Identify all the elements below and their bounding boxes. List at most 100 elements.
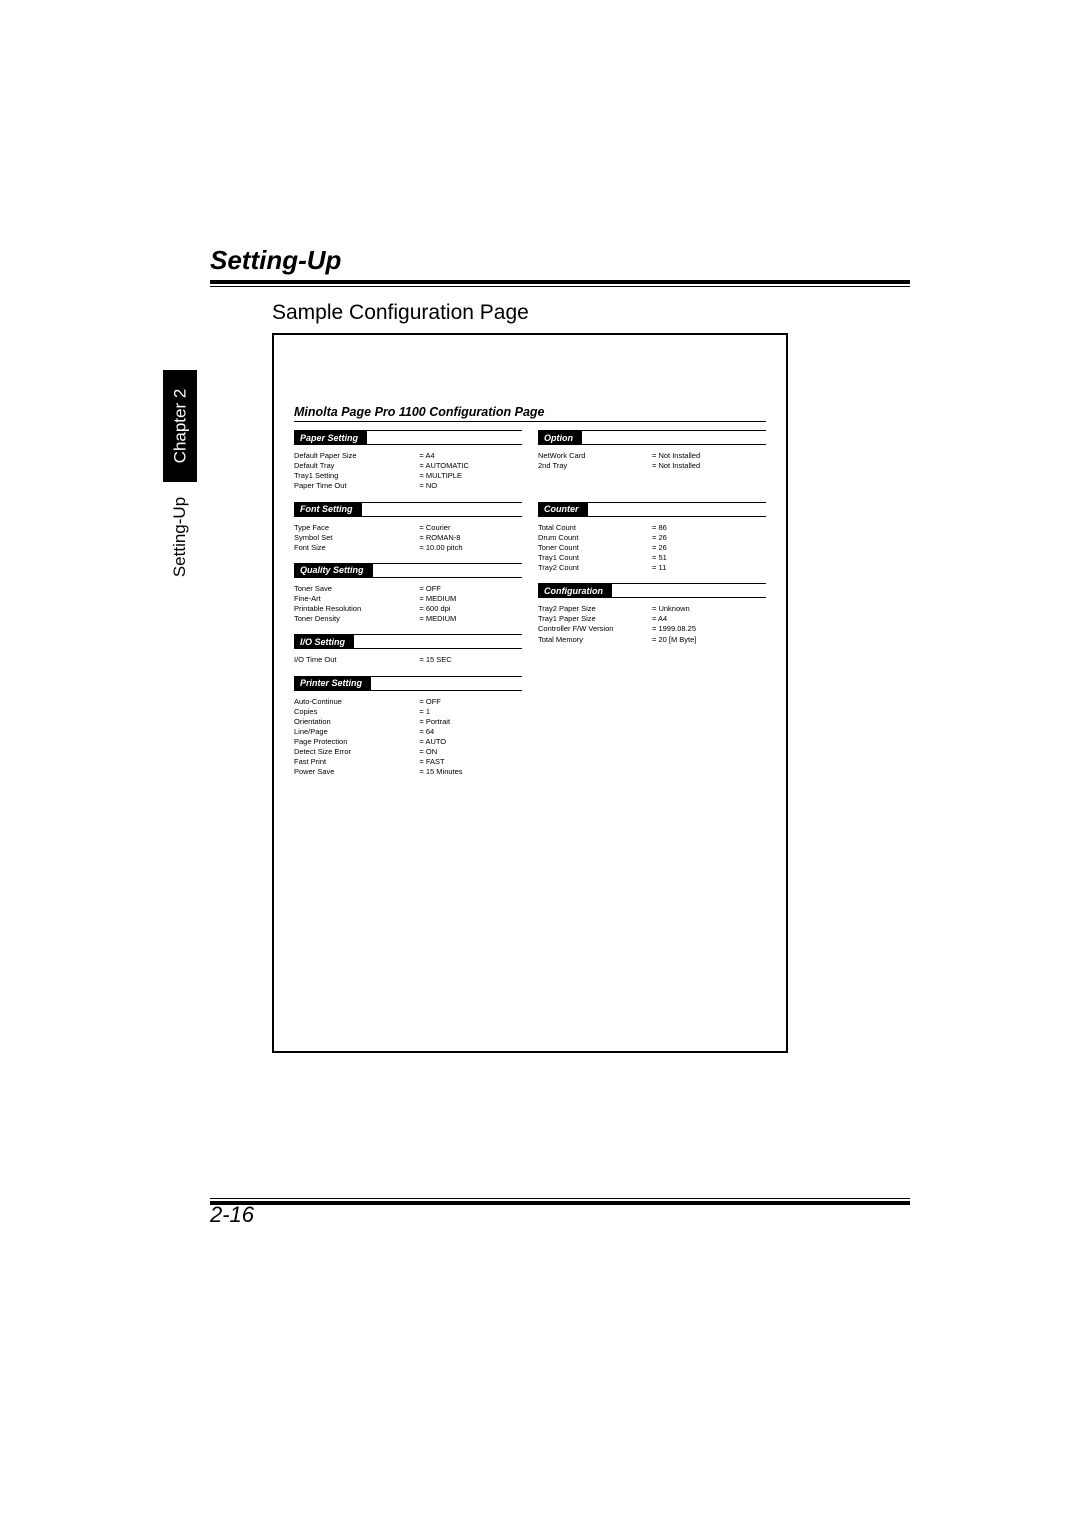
kv-key: Copies [294, 707, 419, 717]
kv-key: Default Paper Size [294, 451, 419, 461]
table-row: Tray1 Setting= MULTIPLE [294, 471, 522, 481]
content-frame: Setting-Up Sample Configuration Page Min… [210, 245, 910, 1053]
table-row: 2nd Tray= Not Installed [538, 461, 766, 471]
table-row [538, 481, 766, 491]
kv-value: = 11 [652, 563, 766, 573]
config-block-header-arrow [612, 583, 766, 598]
kv-key: Tray1 Count [538, 553, 652, 563]
config-block-header-label: Quality Setting [294, 563, 373, 578]
kv-key: Fast Print [294, 757, 419, 767]
config-block-header-label: Option [538, 430, 582, 445]
kv-key: Paper Time Out [294, 481, 419, 491]
side-tab-chapter-label: Chapter 2 [170, 389, 190, 464]
kv-value: = A4 [419, 451, 522, 461]
config-block-header-label: Counter [538, 502, 588, 517]
table-row: Tray1 Count= 51 [538, 553, 766, 563]
table-row: Fine-Art= MEDIUM [294, 594, 522, 604]
config-block-header-arrow [367, 430, 522, 445]
config-block-header-arrow [354, 634, 522, 649]
table-row: Paper Time Out= NO [294, 481, 522, 491]
kv-value: = MEDIUM [419, 614, 522, 624]
kv-key: Orientation [294, 717, 419, 727]
kv-key: Drum Count [538, 533, 652, 543]
kv-key: Auto-Continue [294, 697, 419, 707]
kv-value: = ROMAN-8 [419, 533, 522, 543]
page: Chapter 2 Setting-Up Setting-Up Sample C… [0, 0, 1080, 1528]
table-row: Controller F/W Version= 1999.08.25 [538, 624, 766, 634]
kv-value: = 26 [652, 533, 766, 543]
config-block-header: I/O Setting [294, 634, 522, 649]
config-block-header-label: Font Setting [294, 502, 362, 517]
kv-value: = Not Installed [652, 451, 766, 461]
table-row: Orientation= Portrait [294, 717, 522, 727]
table-row: NetWork Card= Not Installed [538, 451, 766, 461]
kv-value: = ON [419, 747, 522, 757]
config-block-header: Quality Setting [294, 563, 522, 578]
kv-value: = 600 dpi [419, 604, 522, 614]
config-block: Font Setting Type Face= CourierSymbol Set… [294, 502, 522, 553]
kv-value: = OFF [419, 584, 522, 594]
config-page-rule [294, 421, 766, 422]
kv-value: = NO [419, 481, 522, 491]
config-block: Paper SettingDefault Paper Size= A4Defau… [294, 430, 522, 492]
kv-key: Fine-Art [294, 594, 419, 604]
config-block-header-label: Configuration [538, 583, 612, 598]
config-page: Minolta Page Pro 1100 Configuration Page… [272, 333, 788, 1053]
table-row: Font Size= 10.00 pitch [294, 543, 522, 553]
table-row: Toner Density= MEDIUM [294, 614, 522, 624]
config-kv-table: Type Face= CourierSymbol Set= ROMAN-8Fon… [294, 523, 522, 553]
config-block: ConfigurationTray2 Paper Size= UnknownTr… [538, 583, 766, 645]
config-block-header-arrow [371, 676, 522, 691]
kv-key: Detect Size Error [294, 747, 419, 757]
config-kv-table: Auto-Continue= OFFCopies= 1Orientation= … [294, 697, 522, 778]
config-block-header-label: Printer Setting [294, 676, 371, 691]
kv-value: = Unknown [652, 604, 766, 614]
kv-key: Power Save [294, 767, 419, 777]
config-page-title: Minolta Page Pro 1100 Configuration Page [294, 405, 766, 419]
title-rule-thin [210, 286, 910, 287]
section-title: Setting-Up [210, 245, 910, 276]
kv-key: Font Size [294, 543, 419, 553]
config-block-header: Option [538, 430, 766, 445]
kv-key: Toner Count [538, 543, 652, 553]
config-block-header-label: Paper Setting [294, 430, 367, 445]
table-row: Fast Print= FAST [294, 757, 522, 767]
kv-spacer [538, 481, 766, 491]
kv-key: Printable Resolution [294, 604, 419, 614]
table-row: Symbol Set= ROMAN-8 [294, 533, 522, 543]
kv-key: Total Count [538, 523, 652, 533]
kv-value: = 1999.08.25 [652, 624, 766, 634]
kv-value: = 15 Minutes [419, 767, 522, 777]
config-block-header-label: I/O Setting [294, 634, 354, 649]
side-tab-section: Setting-Up [163, 482, 197, 592]
kv-value: = 51 [652, 553, 766, 563]
table-row: Drum Count= 26 [538, 533, 766, 543]
footer-rule-thin [210, 1198, 910, 1199]
kv-spacer [538, 471, 766, 481]
kv-key: Page Protection [294, 737, 419, 747]
config-block: Quality Setting Toner Save= OFFFine-Art= … [294, 563, 522, 625]
side-tab-chapter: Chapter 2 [163, 370, 197, 482]
kv-key: Symbol Set [294, 533, 419, 543]
sub-title: Sample Configuration Page [272, 301, 910, 325]
table-row: Toner Count= 26 [538, 543, 766, 553]
config-kv-table: Toner Save= OFFFine-Art= MEDIUMPrintable… [294, 584, 522, 625]
kv-key: Tray2 Count [538, 563, 652, 573]
config-block-header: Font Setting [294, 502, 522, 517]
config-block-header: Configuration [538, 583, 766, 598]
config-col-right: Option NetWork Card= Not Installed2nd Tra… [538, 430, 766, 788]
kv-key: Line/Page [294, 727, 419, 737]
kv-value: = Portrait [419, 717, 522, 727]
config-columns: Paper SettingDefault Paper Size= A4Defau… [288, 430, 772, 788]
kv-key: NetWork Card [538, 451, 652, 461]
config-block-header-arrow [373, 563, 522, 578]
kv-key: Tray1 Paper Size [538, 614, 652, 624]
kv-value: = FAST [419, 757, 522, 767]
config-block-header-arrow [588, 502, 767, 517]
kv-key: I/O Time Out [294, 655, 419, 665]
table-row: Copies= 1 [294, 707, 522, 717]
kv-value: = 64 [419, 727, 522, 737]
kv-value: = OFF [419, 697, 522, 707]
table-row [538, 471, 766, 481]
kv-key: Type Face [294, 523, 419, 533]
